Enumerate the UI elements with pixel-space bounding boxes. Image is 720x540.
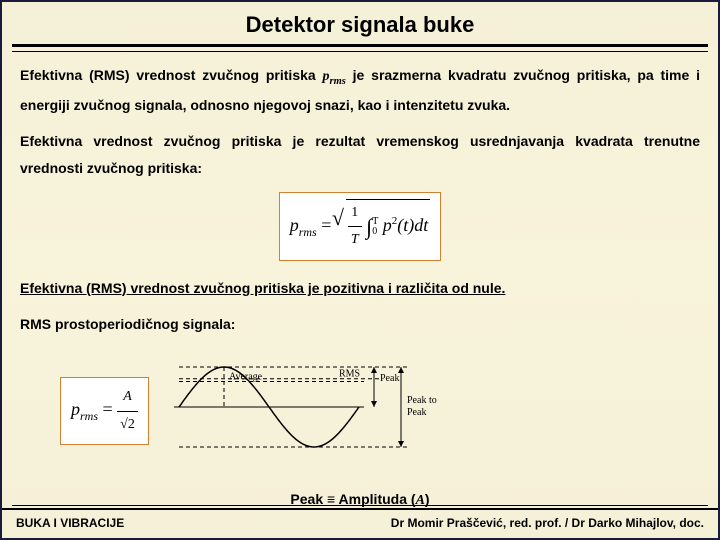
paragraph-1: Efektivna (RMS) vrednost zvučnog pritisk… — [20, 62, 700, 118]
f1-frac: 1 T — [348, 200, 362, 254]
slide-title: Detektor signala buke — [2, 2, 718, 44]
p1-text-a: Efektivna (RMS) vrednost zvučnog pritisk… — [20, 67, 323, 83]
paragraph-2: Efektivna vrednost zvučnog pritiska je r… — [20, 128, 700, 181]
paragraph-3: Efektivna (RMS) vrednost zvučnog pritisk… — [20, 275, 700, 302]
f1-radicand: 1 T ∫T0 p2(t)dt — [346, 199, 430, 254]
f1-den: T — [348, 227, 362, 254]
f2-den: √2 — [117, 412, 138, 439]
f2-eq: = — [103, 399, 118, 419]
f1-sqrt: 1 T ∫T0 p2(t)dt — [336, 199, 430, 254]
f2-lhs-var: p — [71, 399, 80, 419]
title-divider-2 — [12, 51, 708, 52]
footer: BUKA I VIBRACIJE Dr Momir Praščević, red… — [2, 508, 718, 538]
f1-integrand-var: p — [383, 215, 392, 235]
footer-left: BUKA I VIBRACIJE — [16, 516, 124, 530]
diagram-column: PeakPeak toPeakRMSAverage — [169, 342, 700, 481]
svg-text:Peak: Peak — [380, 373, 399, 384]
svg-text:RMS: RMS — [339, 369, 360, 380]
sine-wave-diagram: PeakPeak toPeakRMSAverage — [169, 342, 449, 472]
formula-diagram-row: prms = A √2 PeakPeak toPeakRMSAverage — [20, 342, 700, 481]
f2-lhs-sub: rms — [80, 409, 98, 423]
svg-text:Peak: Peak — [407, 407, 426, 418]
title-divider-1 — [12, 44, 708, 47]
f1-limits: T0 — [372, 217, 378, 237]
f2-frac: A √2 — [117, 384, 138, 438]
p1-sub: rms — [330, 76, 346, 87]
formula-prms-amplitude: prms = A √2 — [60, 377, 149, 445]
f1-num: 1 — [348, 200, 362, 228]
f1-lhs-sub: rms — [299, 224, 317, 238]
footer-divider-thin — [12, 505, 708, 506]
footer-right: Dr Momir Praščević, red. prof. / Dr Dark… — [391, 516, 704, 530]
f2-den-val: 2 — [128, 417, 135, 432]
paragraph-4: RMS prostoperiodičnog signala: — [20, 311, 700, 338]
peak-var: A — [416, 493, 425, 508]
f1-lower: 0 — [372, 227, 378, 237]
svg-text:Peak to: Peak to — [407, 395, 437, 406]
svg-text:Average: Average — [229, 371, 263, 382]
f1-dt: dt — [414, 215, 428, 235]
f2-num: A — [117, 384, 138, 412]
f1-integrand-arg: (t) — [397, 215, 414, 235]
formula-prms-integral: prms = 1 T ∫T0 p2(t)dt — [279, 192, 442, 261]
content-area: Efektivna (RMS) vrednost zvučnog pritisk… — [2, 62, 718, 515]
p1-var: p — [323, 69, 330, 84]
f1-lhs-var: p — [290, 215, 299, 235]
formula-column: prms = A √2 — [20, 377, 149, 445]
